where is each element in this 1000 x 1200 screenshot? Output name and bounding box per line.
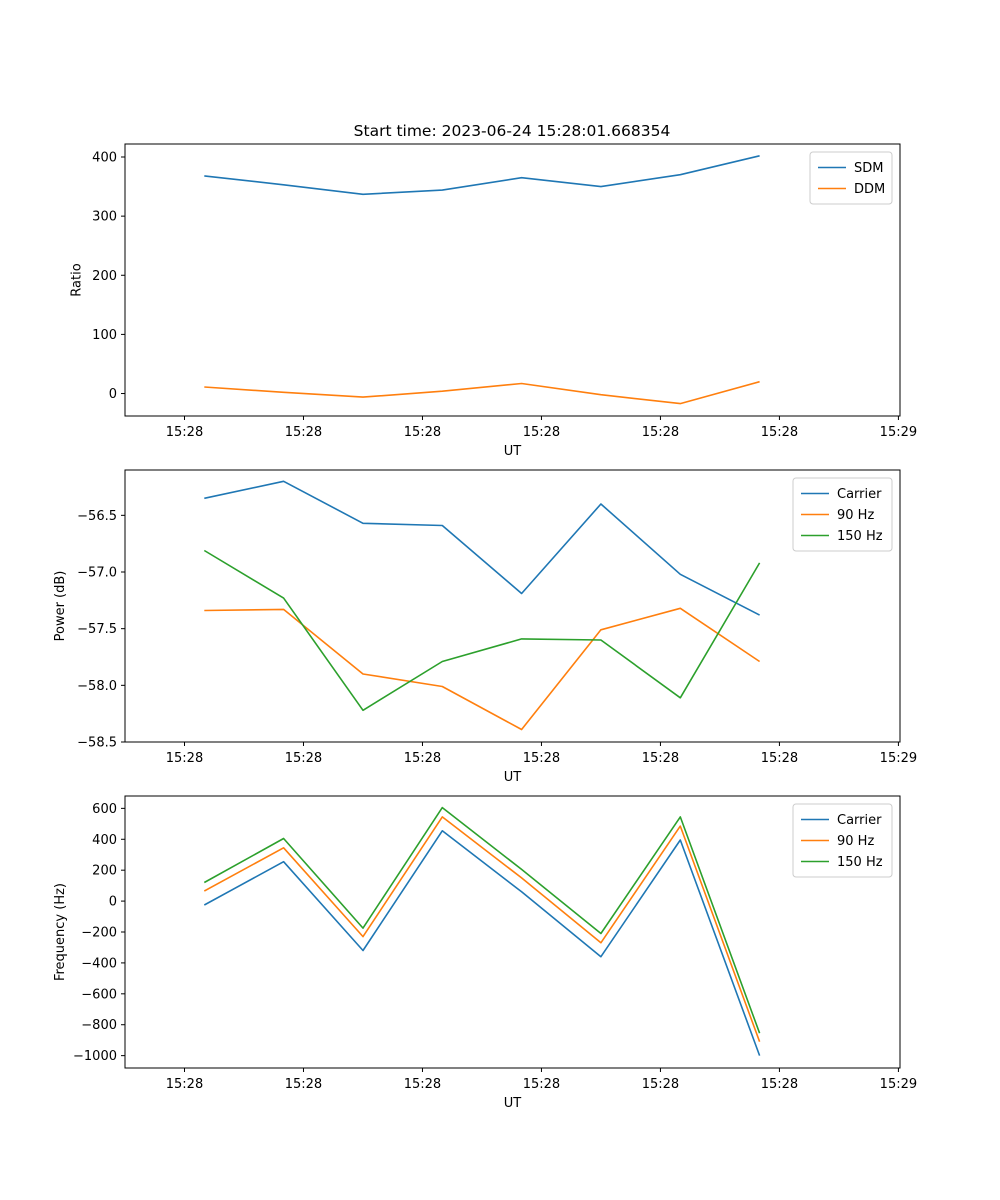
x-tick-label: 15:28 — [523, 751, 560, 766]
legend-frame — [792, 803, 893, 878]
y-tick-label: −57.5 — [77, 622, 117, 637]
x-tick-label: 15:28 — [404, 1077, 441, 1092]
y-tick-label: 0 — [109, 895, 117, 910]
y-tick-label: −200 — [81, 926, 117, 941]
legend-label: 150 Hz — [837, 855, 883, 870]
legend: Carrier 90 Hz 150 Hz — [792, 803, 893, 878]
x-tick-label: 15:28 — [642, 1077, 679, 1092]
x-tick-label: 15:28 — [761, 751, 798, 766]
y-tick-label: −57.0 — [77, 566, 117, 581]
x-tick-label: 15:28 — [166, 1077, 203, 1092]
x-tick-label: 15:28 — [166, 425, 203, 440]
legend-label: 90 Hz — [837, 508, 874, 523]
y-axis-label: Power (dB) — [53, 571, 68, 642]
axes-frame — [124, 795, 901, 1069]
x-tick-label: 15:28 — [285, 425, 322, 440]
legend-label: Carrier — [837, 813, 882, 828]
x-tick-label: 15:28 — [523, 1077, 560, 1092]
y-tick-label: −800 — [81, 1018, 117, 1033]
y-tick-label: 100 — [92, 328, 117, 343]
legend-label: SDM — [854, 161, 883, 176]
x-tick-label: 15:29 — [880, 751, 917, 766]
axes-frame — [124, 469, 901, 743]
x-tick-label: 15:28 — [523, 425, 560, 440]
subplot-power: 15:28 15:28 15:28 15:28 15:28 15:28 15:29 −58.5… — [53, 469, 917, 785]
series-line-carrier — [204, 480, 760, 616]
x-axis-label: UT — [504, 770, 522, 785]
y-tick-label: 0 — [109, 387, 117, 402]
series-line-150-hz — [203, 806, 761, 1034]
legend-label: Carrier — [837, 487, 882, 502]
x-axis-label: UT — [504, 1096, 522, 1111]
y-tick-label: 400 — [92, 151, 117, 166]
y-tick-label: −56.5 — [77, 509, 117, 524]
y-tick-label: 300 — [92, 210, 117, 225]
y-tick-label: 200 — [92, 269, 117, 284]
x-tick-label: 15:28 — [761, 1077, 798, 1092]
legend-label: DDM — [854, 182, 885, 197]
x-tick-label: 15:28 — [404, 425, 441, 440]
y-tick-label: −58.5 — [77, 736, 117, 751]
y-axis-label: Frequency (Hz) — [53, 883, 68, 981]
subplot-ratio: 15:28 15:28 15:28 15:28 15:28 15:28 15:29 0 100 2… — [69, 143, 917, 459]
y-tick-label: −600 — [81, 987, 117, 1002]
legend-label: 150 Hz — [837, 529, 883, 544]
y-tick-label: 200 — [92, 864, 117, 879]
x-tick-label: 15:28 — [642, 751, 679, 766]
figure-title: Start time: 2023-06-24 15:28:01.668354 — [354, 122, 671, 140]
x-tick-label: 15:28 — [285, 751, 322, 766]
x-tick-label: 15:28 — [404, 751, 441, 766]
legend-frame — [792, 477, 893, 552]
legend-frame — [809, 151, 893, 205]
series-line-90-hz — [204, 607, 761, 731]
x-tick-label: 15:28 — [642, 425, 679, 440]
subplot-frequency: 15:28 15:28 15:28 15:28 15:28 15:28 15:29 −1000… — [53, 795, 917, 1111]
legend-label: 90 Hz — [837, 834, 874, 849]
y-tick-label: 600 — [92, 802, 117, 817]
y-axis-label: Ratio — [69, 263, 84, 296]
legend: Carrier 90 Hz 150 Hz — [792, 477, 893, 552]
x-tick-label: 15:28 — [166, 751, 203, 766]
y-tick-label: −58.0 — [77, 679, 117, 694]
series-line-90-hz — [203, 816, 761, 1042]
series-line-150-hz — [203, 549, 761, 712]
x-axis-label: UT — [504, 444, 522, 459]
axes-frame — [124, 143, 901, 417]
y-tick-label: 400 — [92, 833, 117, 848]
series-line-sdm — [204, 155, 760, 196]
x-tick-label: 15:28 — [761, 425, 798, 440]
legend: SDM DDM — [809, 151, 893, 205]
series-line-carrier — [203, 829, 761, 1056]
x-tick-label: 15:29 — [880, 425, 917, 440]
x-tick-label: 15:29 — [880, 1077, 917, 1092]
y-tick-label: −400 — [81, 956, 117, 971]
x-tick-label: 15:28 — [285, 1077, 322, 1092]
y-tick-label: −1000 — [73, 1049, 117, 1064]
series-line-ddm — [204, 380, 760, 405]
